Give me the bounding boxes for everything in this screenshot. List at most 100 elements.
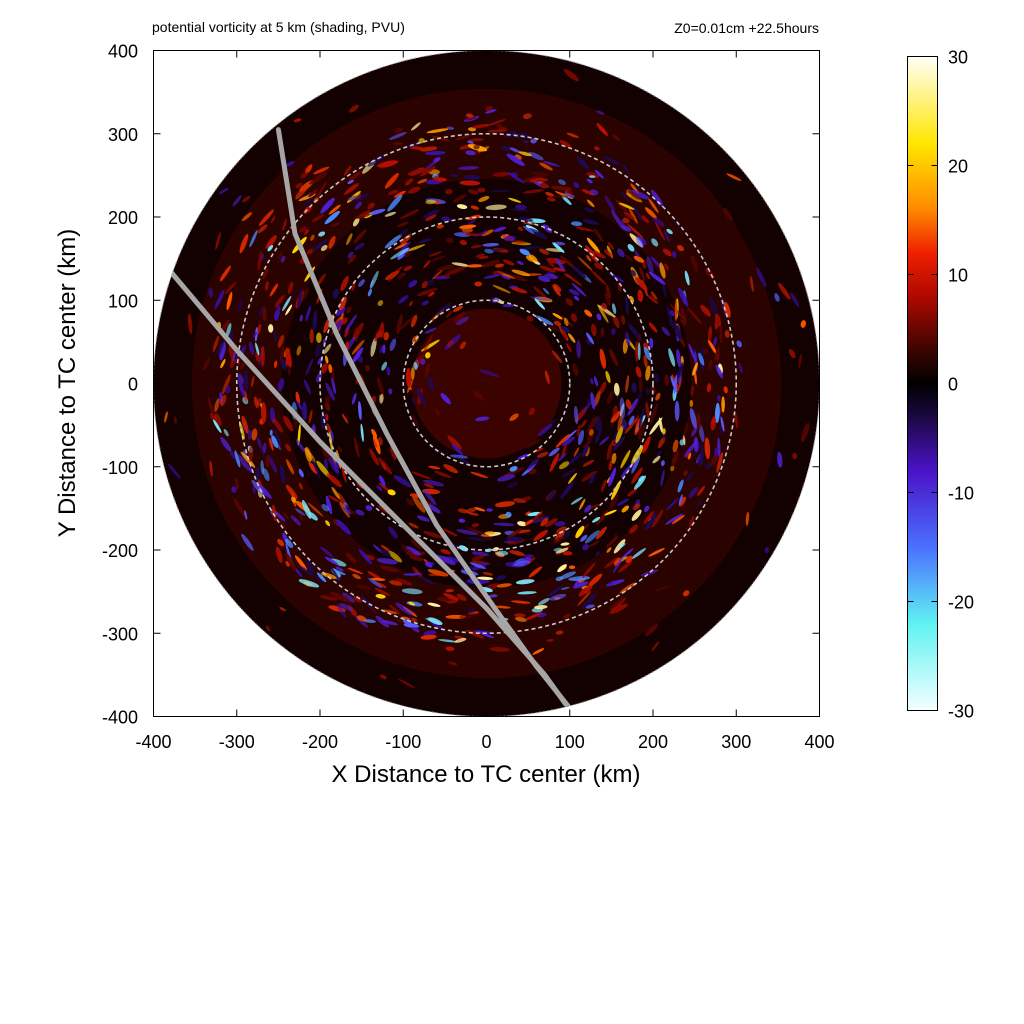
pv-positive-cell [613, 382, 620, 396]
pv-negative-cell [611, 210, 624, 229]
pv-negative-cell [756, 267, 767, 288]
pv-positive-cell [792, 452, 798, 460]
pv-negative-cell [617, 543, 626, 549]
pv-positive-cell [325, 520, 331, 527]
pv-positive-cell [494, 263, 505, 268]
pv-negative-cell [290, 515, 301, 526]
pv-positive-cell [346, 552, 357, 564]
pv-negative-cell [331, 377, 336, 395]
pv-positive-cell [648, 548, 665, 557]
pv-negative-cell [267, 244, 274, 252]
pv-positive-cell [655, 221, 665, 241]
pv-negative-cell [305, 358, 314, 376]
pv-negative-cell [501, 145, 512, 152]
pv-positive-cell [421, 280, 429, 289]
pv-positive-cell [340, 275, 349, 292]
pv-positive-cell [262, 268, 269, 280]
pv-positive-cell [577, 256, 593, 271]
pv-positive-cell [436, 264, 456, 272]
pv-negative-cell [515, 579, 535, 585]
pv-positive-cell [506, 528, 523, 540]
pv-negative-cell [677, 287, 689, 307]
pv-negative-cell [469, 562, 486, 570]
pv-positive-cell [626, 192, 643, 203]
pv-negative-cell [345, 504, 351, 512]
pv-positive-cell [269, 283, 279, 297]
pv-positive-cell [643, 511, 654, 524]
colorbar-tick-label: 10 [948, 266, 968, 286]
pv-negative-cell [720, 416, 725, 432]
pv-negative-cell [277, 378, 285, 392]
pv-positive-cell [443, 464, 459, 474]
pv-positive-cell [604, 292, 611, 306]
pv-negative-cell [424, 327, 437, 334]
pv-positive-cell [393, 142, 404, 146]
pv-negative-cell [321, 504, 330, 512]
pv-positive-cell [584, 585, 593, 595]
pv-negative-cell [572, 581, 589, 589]
pv-negative-cell [213, 419, 222, 434]
pv-negative-cell [352, 393, 357, 405]
pv-negative-cell [764, 546, 770, 554]
pv-positive-cell [632, 503, 641, 511]
pv-positive-cell [604, 557, 619, 569]
pv-positive-cell [339, 296, 347, 311]
pv-negative-cell [449, 173, 459, 177]
colorbar-tick-label: 0 [948, 375, 958, 395]
pv-negative-cell [571, 282, 587, 297]
pv-negative-cell [244, 369, 249, 391]
pv-negative-cell [458, 518, 466, 523]
pv-positive-cell [532, 648, 545, 655]
pv-negative-cell [381, 361, 388, 371]
pv-positive-cell [620, 315, 626, 325]
pv-negative-cell [507, 536, 524, 542]
pv-negative-cell [674, 400, 680, 422]
pv-positive-cell [212, 335, 220, 353]
pv-positive-cell [650, 403, 658, 424]
pv-negative-cell [632, 205, 644, 222]
pv-negative-cell [476, 631, 494, 639]
pv-negative-cell [673, 374, 678, 395]
pv-negative-cell [586, 332, 595, 345]
pv-positive-cell [557, 564, 567, 573]
pv-positive-cell [577, 590, 592, 607]
pv-positive-cell [343, 165, 352, 176]
pv-positive-cell [624, 254, 632, 261]
pv-positive-cell [410, 414, 419, 426]
pv-positive-cell [679, 318, 686, 326]
pv-positive-cell [358, 210, 371, 218]
pv-positive-cell [555, 433, 570, 448]
pv-positive-cell [277, 538, 285, 547]
pv-negative-cell [649, 337, 654, 349]
pv-positive-cell [734, 411, 739, 429]
pv-positive-cell [220, 358, 226, 369]
pv-negative-cell [219, 341, 226, 361]
pv-negative-cell [596, 313, 602, 321]
pv-negative-cell [691, 426, 698, 437]
pv-positive-cell [608, 460, 613, 471]
colorbar-tick-label: -10 [948, 484, 974, 504]
pv-positive-cell [431, 175, 440, 182]
pv-positive-cell [578, 585, 590, 597]
pv-positive-cell [379, 565, 399, 572]
pv-negative-cell [482, 242, 500, 247]
pv-negative-cell [621, 418, 627, 431]
pv-positive-cell [651, 509, 664, 528]
pv-positive-cell [459, 224, 477, 229]
pv-negative-cell [548, 447, 560, 457]
pv-positive-cell [420, 166, 436, 177]
pv-positive-cell [524, 519, 534, 526]
pv-negative-cell [604, 195, 616, 212]
pv-negative-cell [455, 316, 469, 326]
pv-positive-cell [611, 452, 617, 464]
pv-negative-cell [231, 486, 237, 493]
pv-positive-cell [653, 585, 670, 592]
pv-positive-cell [347, 567, 364, 575]
pv-negative-cell [576, 157, 589, 170]
pv-positive-cell [591, 270, 607, 285]
pv-negative-cell [296, 400, 303, 411]
pv-positive-cell [469, 138, 484, 142]
pv-negative-cell [425, 151, 446, 156]
pv-positive-cell [282, 511, 289, 520]
pv-negative-cell [631, 382, 637, 393]
